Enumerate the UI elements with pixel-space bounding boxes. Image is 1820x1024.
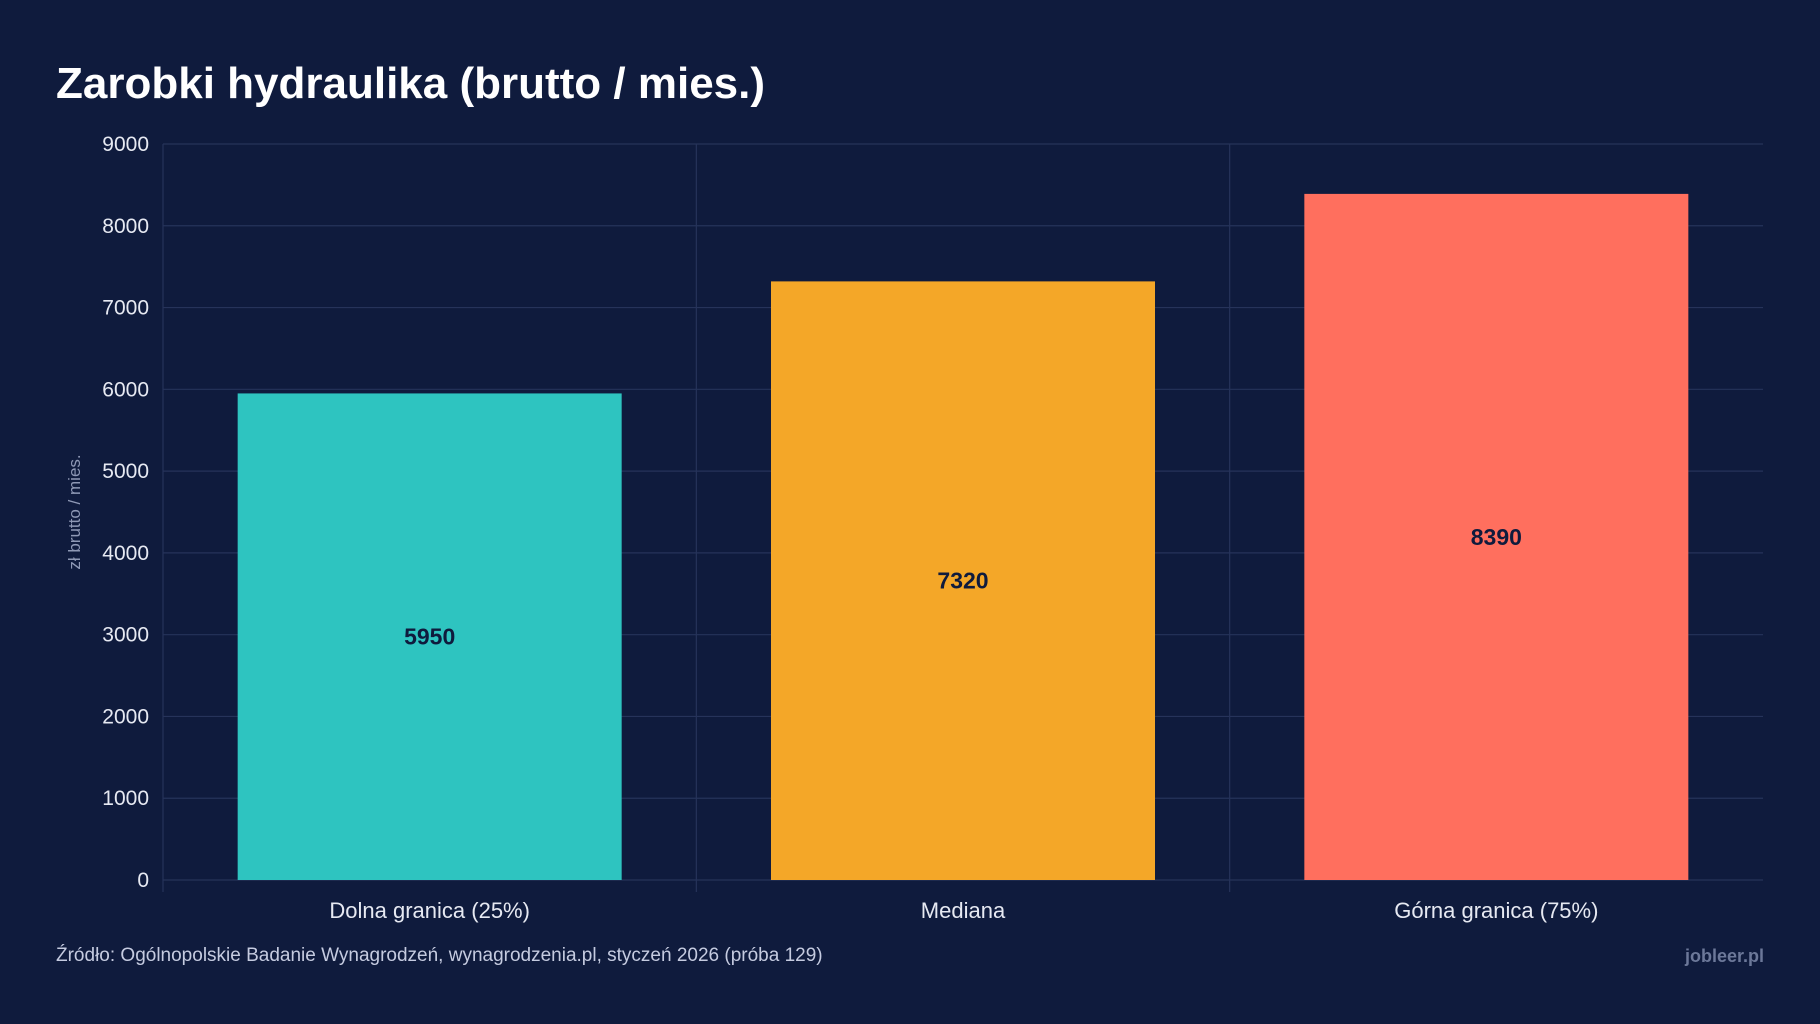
x-tick-label: Górna granica (75%) xyxy=(1394,898,1598,923)
bar xyxy=(1304,193,1689,880)
x-tick-label: Mediana xyxy=(921,898,1006,923)
y-tick-label: 5000 xyxy=(102,460,149,483)
y-tick-label: 2000 xyxy=(102,705,149,728)
bar-value-label: 5950 xyxy=(404,624,455,650)
source-note: Źródło: Ogólnopolskie Badanie Wynagrodze… xyxy=(56,945,823,966)
bar xyxy=(237,393,622,880)
bar xyxy=(771,281,1155,880)
bars: 5950 7320 8390 xyxy=(237,193,1689,880)
brand-label: jobleer.pl xyxy=(1684,946,1764,966)
x-tick-label: Dolna granica (25%) xyxy=(329,898,530,923)
y-tick-label: 7000 xyxy=(102,297,149,320)
y-axis-ticks: 0 1000 2000 3000 4000 5000 6000 7000 8000 9000 xyxy=(102,133,149,892)
y-tick-label: 4000 xyxy=(102,542,149,565)
x-axis-ticks: Dolna granica (25%) Mediana Górna granica … xyxy=(329,898,1598,923)
bar-value-label: 7320 xyxy=(937,568,988,594)
y-tick-label: 0 xyxy=(137,869,149,892)
y-tick-label: 3000 xyxy=(102,624,149,647)
y-tick-label: 1000 xyxy=(102,787,149,810)
bar-value-label: 8390 xyxy=(1471,524,1522,550)
y-tick-label: 9000 xyxy=(102,133,149,156)
y-tick-label: 8000 xyxy=(102,215,149,238)
chart-title: Zarobki hydraulika (brutto / mies.) xyxy=(56,59,766,108)
y-axis-label: zł brutto / mies. xyxy=(65,454,84,569)
y-tick-label: 6000 xyxy=(102,378,149,401)
